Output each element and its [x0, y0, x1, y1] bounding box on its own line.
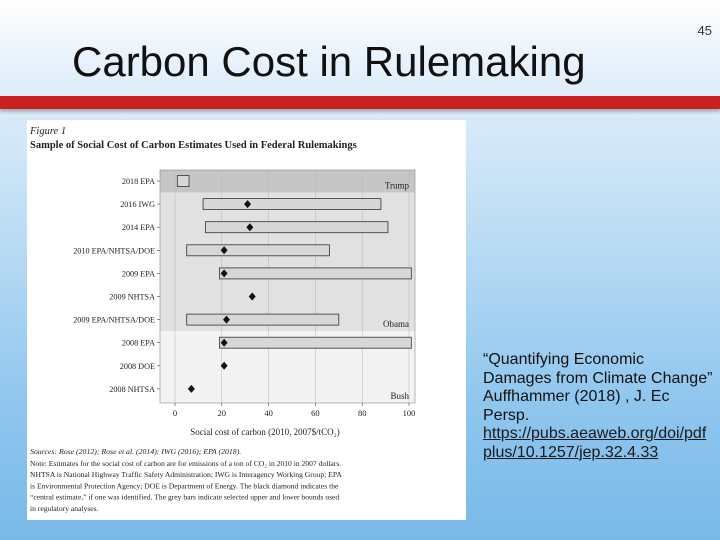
range-bar: [219, 267, 412, 280]
category-label: 2016 IWG: [120, 200, 155, 209]
range-bar: [219, 336, 412, 349]
central-estimate-diamond: [220, 246, 228, 255]
plot-frame: [159, 169, 416, 404]
central-estimate-diamond: [248, 292, 256, 301]
central-estimate-diamond: [220, 269, 228, 278]
admin-label-bush: Bush: [390, 391, 409, 401]
central-estimate-diamond: [246, 223, 254, 232]
figure-heading: Sample of Social Cost of Carbon Estimate…: [30, 140, 357, 151]
slide-title: Carbon Cost in Rulemaking: [72, 38, 586, 85]
slide-number: 45: [697, 23, 712, 38]
category-label: 2014 EPA: [122, 223, 155, 232]
figure-note-line: Note: Estimates for the social cost of c…: [30, 459, 341, 468]
central-estimate-diamond: [222, 315, 230, 324]
range-bar: [186, 244, 330, 257]
range-bar: [186, 313, 340, 326]
figure-note-line: is Environmental Protection Agency; DOE …: [30, 481, 339, 490]
category-label: 2010 EPA/NHTSA/DOE: [73, 246, 155, 255]
figure-label: Figure 1: [29, 126, 66, 137]
x-tick-label: 100: [403, 408, 416, 418]
range-bar: [202, 198, 382, 210]
range-bar: [205, 221, 389, 234]
x-tick-label: 60: [311, 408, 320, 418]
admin-band-obama: [160, 192, 415, 332]
range-bar: [176, 175, 190, 187]
figure-panel: Figure 1 Sample of Social Cost of Carbon…: [27, 120, 466, 520]
category-label: 2009 EPA: [122, 269, 155, 278]
x-tick-label: 40: [264, 408, 273, 418]
central-estimate-diamond: [220, 361, 228, 370]
figure-sources: Sources: Rose (2012); Rose et al. (2014)…: [30, 447, 241, 456]
central-estimate-diamond: [244, 200, 252, 209]
citation-text: “Quantifying Economic Damages from Clima…: [483, 351, 713, 424]
figure-note-line: in regulatory analyses.: [30, 504, 99, 513]
citation-link[interactable]: https://pubs.aeaweb.org/doi/pdfplus/10.1…: [483, 425, 707, 461]
admin-label-obama: Obama: [383, 319, 409, 329]
figure-note-line: NHTSA is National Highway Traffic Safety…: [30, 470, 342, 479]
scc-range-chart: Figure 1 Sample of Social Cost of Carbon…: [29, 126, 416, 513]
x-tick-label: 20: [218, 408, 227, 418]
x-axis-label: Social cost of carbon (2010, 2007$/tCO₂): [190, 427, 340, 437]
admin-band-trump: [160, 170, 415, 193]
central-estimate-diamond: [187, 384, 195, 393]
category-label: 2008 EPA: [122, 339, 155, 348]
category-label: 2008 NHTSA: [109, 385, 155, 394]
figure-note-line: “central estimate,” if one was identifie…: [30, 493, 339, 502]
category-label: 2009 EPA/NHTSA/DOE: [73, 316, 155, 325]
category-label: 2008 DOE: [120, 362, 155, 371]
title-accent-bar: [0, 96, 720, 109]
x-tick-label: 0: [173, 408, 177, 418]
citation-block: “Quantifying Economic Damages from Clima…: [483, 351, 715, 462]
admin-label-trump: Trump: [385, 181, 410, 191]
category-label: 2018 EPA: [122, 177, 155, 186]
x-tick-label: 80: [358, 408, 367, 418]
category-label: 2009 NHTSA: [109, 293, 155, 302]
central-estimate-diamond: [220, 338, 228, 347]
